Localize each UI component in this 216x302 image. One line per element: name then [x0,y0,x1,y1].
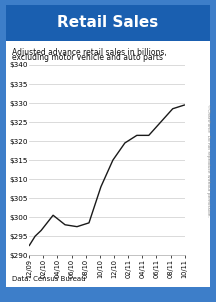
Text: Data: Census Bureau: Data: Census Bureau [12,276,86,282]
Text: Retail Sales: Retail Sales [57,15,159,30]
Text: excluding motor vehicle and auto parts: excluding motor vehicle and auto parts [12,53,163,62]
Text: ©ChartForce  Do not reproduce without permission.: ©ChartForce Do not reproduce without per… [206,104,210,217]
Text: Adjusted advance retail sales in billions,: Adjusted advance retail sales in billion… [12,48,167,57]
